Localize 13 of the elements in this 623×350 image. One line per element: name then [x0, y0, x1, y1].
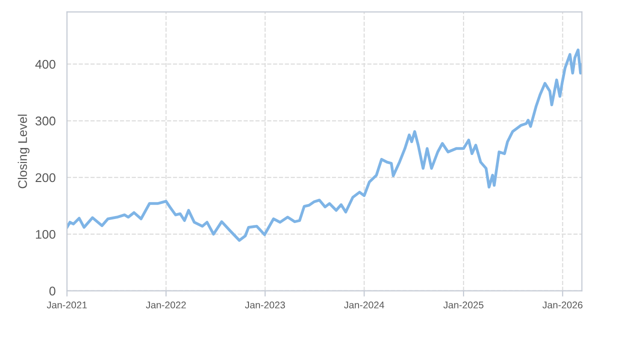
x-tick-label: Jan-2026: [542, 302, 582, 308]
y-axis-title: Closing Level: [18, 114, 30, 188]
y-tick-label: 0: [49, 286, 56, 296]
x-tick-label: Jan-2024: [344, 302, 384, 308]
line-series: [66, 48, 582, 242]
x-tick-label: Jan-2022: [146, 302, 186, 308]
x-tick-label: Jan-2025: [443, 302, 484, 308]
y-tick-label: 400: [35, 60, 56, 69]
y-tick-label: 300: [35, 116, 56, 126]
y-tick-label: 100: [36, 230, 56, 239]
x-tick-label: Jan-2023: [245, 302, 285, 308]
x-tick-label: Jan-2021: [46, 302, 87, 308]
y-tick-label: 200: [36, 173, 56, 182]
